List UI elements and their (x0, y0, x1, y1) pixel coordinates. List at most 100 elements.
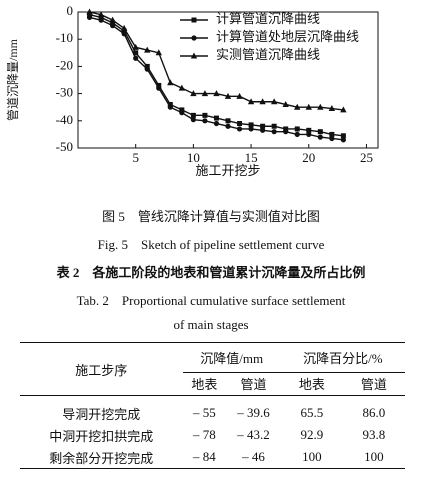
y-axis-label: 管道沉降量/mm (5, 38, 20, 121)
marker (329, 135, 335, 142)
legend-label: 计算管道处地层沉降曲线 (216, 29, 359, 44)
marker (144, 46, 151, 53)
marker (179, 107, 185, 113)
table-cell: – 43.2 (237, 427, 270, 442)
y-tick-label: -50 (56, 139, 73, 154)
marker (213, 90, 220, 97)
plot-frame (77, 11, 379, 149)
marker (98, 14, 104, 20)
legend-marker (191, 35, 197, 41)
marker (236, 92, 243, 99)
y-tick-label: -20 (56, 57, 73, 72)
y-tick-label: -30 (56, 85, 73, 100)
subheader-cell: 管道 (240, 377, 267, 393)
legend-label: 计算管道沉降曲线 (216, 11, 320, 26)
marker (259, 98, 266, 105)
marker (260, 123, 266, 129)
marker (237, 121, 243, 127)
subheader-cell: 地表 (298, 377, 325, 393)
marker (213, 120, 220, 127)
table-cell: – 55 (193, 405, 216, 420)
marker (329, 131, 335, 137)
marker (248, 126, 254, 132)
legend-label: 实测管道沉降曲线 (216, 47, 320, 62)
marker (317, 103, 324, 110)
header-cell: 沉降值/mm (182, 342, 281, 373)
marker (248, 122, 254, 128)
legend-marker (191, 17, 197, 23)
table-cell: 剩余部分开挖完成 (49, 450, 154, 466)
marker (144, 66, 150, 72)
marker (224, 92, 232, 99)
marker (317, 134, 323, 140)
marker (225, 123, 231, 129)
marker (202, 118, 208, 124)
x-tick-label: 25 (360, 150, 373, 165)
marker (109, 16, 116, 23)
figure-caption-en: Fig. 5 Sketch of pipeline settlement cur… (97, 237, 325, 252)
table-cell: 92.9 (300, 427, 324, 442)
marker (86, 8, 93, 15)
marker (294, 131, 300, 137)
marker (110, 20, 116, 26)
marker (190, 117, 196, 123)
marker (167, 79, 174, 86)
marker (167, 104, 173, 110)
table-cell: 导洞开挖完成 (62, 406, 141, 422)
table-cell: 86.0 (362, 405, 386, 420)
x-tick-label: 5 (132, 150, 139, 165)
marker (213, 115, 219, 121)
marker (98, 17, 104, 23)
y-tick-label: -10 (56, 30, 73, 45)
marker (225, 118, 231, 124)
subheader-cell: 管道 (360, 377, 387, 393)
header-cell: 沉降百分比/% (280, 342, 405, 373)
marker (156, 82, 162, 88)
table-cell: – 84 (193, 449, 216, 464)
table-row: 剩余部分开挖完成 – 84 – 46 100 100 (20, 446, 405, 469)
marker (133, 50, 139, 56)
marker (282, 100, 289, 107)
marker (306, 131, 312, 137)
marker (305, 103, 312, 110)
table-cell: 100 (302, 449, 322, 464)
marker (167, 101, 173, 107)
marker (144, 63, 150, 69)
marker (271, 123, 277, 129)
marker (340, 137, 346, 143)
table-cell: 65.5 (300, 405, 324, 420)
table-caption-en: Tab. 2 Proportional cumulative surface s… (76, 293, 346, 308)
marker (179, 110, 185, 116)
subheader-cell: 地表 (191, 377, 218, 393)
marker (110, 23, 116, 29)
marker (202, 112, 208, 118)
table-cell: 93.8 (362, 427, 386, 442)
marker (247, 98, 255, 105)
marker (121, 31, 127, 37)
marker (294, 103, 301, 110)
table-row: 导洞开挖完成 – 55 – 39.6 65.5 86.0 (20, 396, 405, 425)
y-tick-label: -40 (56, 112, 73, 127)
figure-caption: 图 5 管线沉降计算值与实测值对比图 (102, 209, 320, 224)
marker (178, 84, 186, 91)
marker (328, 105, 336, 112)
marker (270, 98, 278, 105)
marker (133, 55, 139, 61)
table-cell: 中洞开挖扣拱完成 (49, 428, 154, 444)
x-axis-label: 施工开挖步 (195, 163, 260, 178)
marker (340, 133, 346, 139)
table-caption: 表 2 各施工阶段的地表和管道累计沉降量及所占比例 (56, 265, 366, 280)
table-cell: 100 (364, 449, 384, 464)
y-tick-label: 0 (67, 3, 74, 18)
marker (87, 12, 93, 18)
table-cell: – 39.6 (237, 405, 270, 420)
chart: 管道沉降量/mm 施工开挖步 0 -10 -20 -30 -40 -50 5 10 15 20 25… (5, 3, 379, 178)
marker (190, 90, 197, 97)
marker (260, 127, 266, 133)
marker (283, 126, 289, 132)
legend-marker (190, 52, 198, 59)
marker (294, 126, 300, 132)
marker (190, 112, 196, 118)
marker (120, 24, 128, 31)
